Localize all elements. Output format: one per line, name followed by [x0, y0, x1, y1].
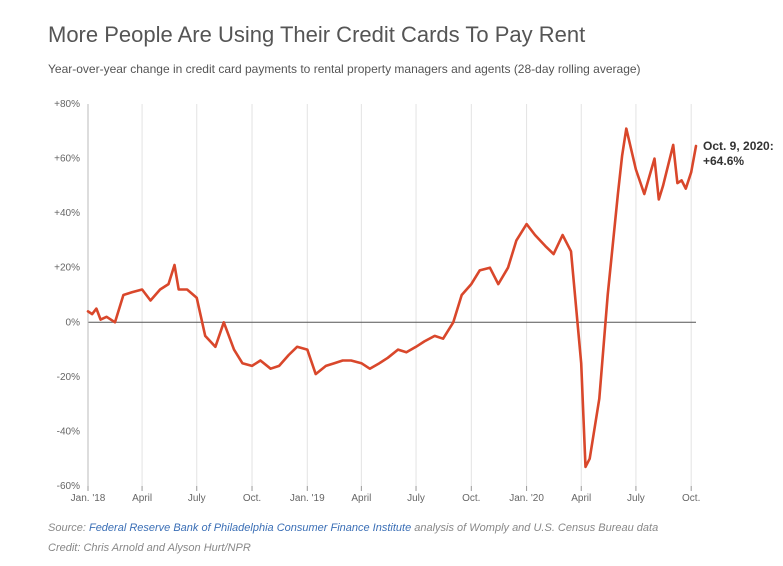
x-tick-label: Oct. [682, 493, 700, 504]
x-tick-label: Oct. [462, 493, 480, 504]
source-note: Source: Federal Reserve Bank of Philadel… [48, 522, 658, 534]
x-tick-label: April [571, 493, 591, 504]
y-tick-label: -20% [57, 372, 80, 383]
x-tick-label: July [407, 493, 425, 504]
x-tick-label: July [188, 493, 206, 504]
y-tick-label: +20% [54, 263, 80, 274]
annotation-value: +64.6% [703, 154, 744, 168]
grid-lines [87, 104, 696, 486]
y-tick-label: 0% [66, 317, 81, 328]
chart-title: More People Are Using Their Credit Cards… [48, 22, 586, 47]
series-lines [86, 127, 698, 469]
axes: Jan. '18 April July Oct. Jan. '19 April July Oc… [54, 99, 700, 504]
credit-note: Credit: Chris Arnold and Alyson Hurt/NPR [48, 542, 251, 554]
y-tick-label: -40% [57, 426, 80, 437]
source-link[interactable]: Federal Reserve Bank of Philadelphia Con… [88, 522, 412, 534]
x-tick-label: July [627, 493, 645, 504]
x-tick-label: April [132, 493, 152, 504]
x-tick-label: Jan. '19 [290, 493, 325, 504]
x-tick-label: Oct. [243, 493, 261, 504]
annotations: Oct. 9, 2020:+64.6% [703, 139, 774, 168]
y-tick-label: +80% [54, 99, 80, 110]
source-prefix: Source: [48, 522, 89, 534]
x-tick-label: April [351, 493, 371, 504]
y-tick-label: +60% [54, 154, 80, 165]
chart-subtitle: Year-over-year change in credit card pay… [48, 62, 641, 76]
annotation-date: Oct. 9, 2020: [703, 139, 774, 153]
x-tick-label: Jan. '20 [509, 493, 544, 504]
x-tick-label: Jan. '18 [71, 493, 106, 504]
series-line [86, 127, 698, 469]
source-suffix: analysis of Womply and U.S. Census Burea… [411, 522, 659, 534]
y-tick-label: -60% [57, 481, 80, 492]
y-tick-label: +40% [54, 208, 80, 219]
